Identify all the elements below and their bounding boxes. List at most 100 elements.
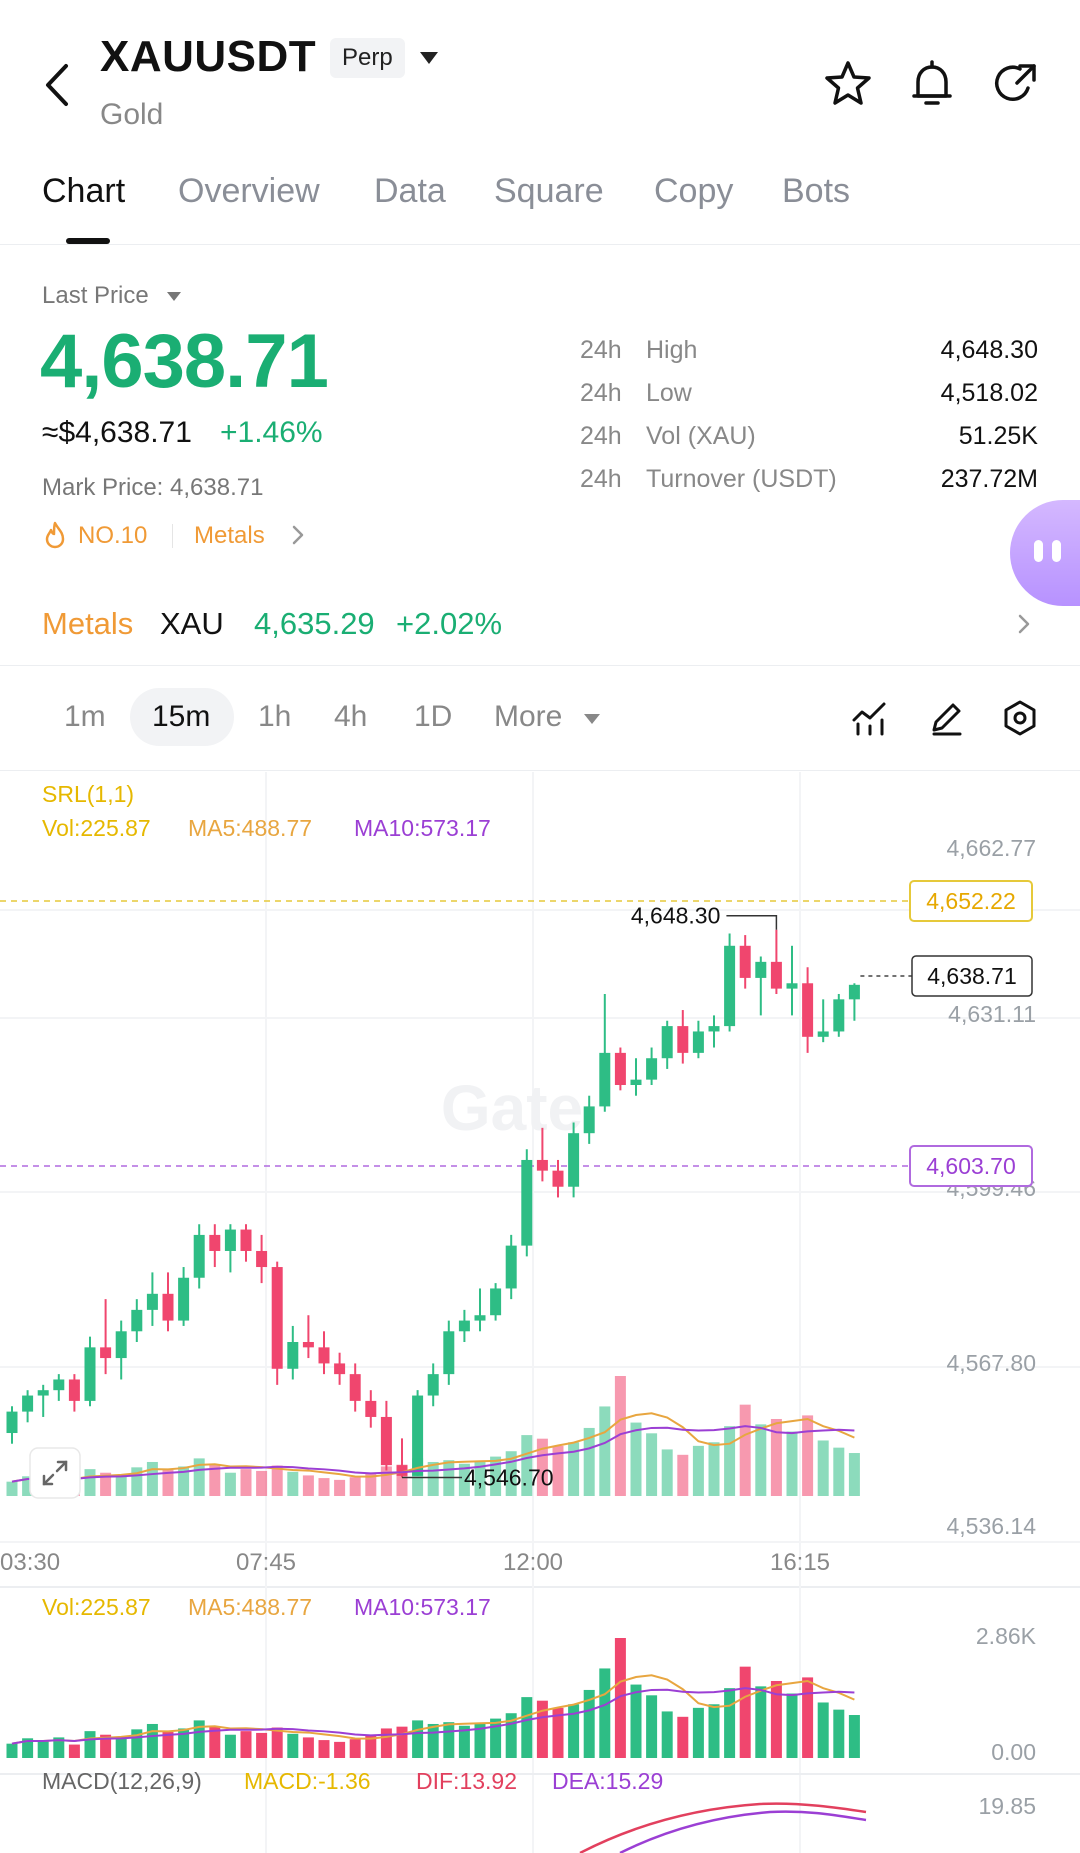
volume-bar <box>100 1734 112 1758</box>
floating-assistant-button[interactable] <box>1010 500 1080 606</box>
low-annotation: 4,546.70 <box>464 1464 554 1490</box>
volume-bar <box>178 1728 190 1758</box>
candle-body <box>848 984 860 1000</box>
volume-bar <box>68 1744 80 1758</box>
more-dropdown-icon[interactable] <box>584 714 600 724</box>
volume-bar <box>817 1702 829 1758</box>
chevron-right-icon[interactable] <box>290 522 306 548</box>
rank-badge[interactable]: NO.10 <box>78 522 148 549</box>
tab-chart[interactable]: Chart <box>42 172 126 210</box>
yellow-price-tag-text: 4,652.22 <box>926 888 1016 914</box>
tab-bots[interactable]: Bots <box>782 172 851 210</box>
interval-15m[interactable]: 15m <box>152 700 211 733</box>
candle-body <box>536 1159 548 1171</box>
volume-bar <box>256 1732 268 1758</box>
volume-bar <box>302 1737 314 1758</box>
candle-body <box>193 1234 205 1278</box>
indicator-icon[interactable] <box>850 698 890 738</box>
interval-1h[interactable]: 1h <box>258 700 292 733</box>
volume-bar <box>755 1686 767 1758</box>
candlestick-chart[interactable]: Gate SRL(1,1) Vol:225.87 MA5:488.77 MA10… <box>0 772 1080 1853</box>
expand-icon[interactable] <box>42 1460 68 1486</box>
price-type-dropdown-icon[interactable] <box>167 292 181 301</box>
candle-body <box>412 1395 424 1476</box>
chart-grid <box>0 772 1080 1853</box>
share-icon[interactable] <box>990 58 1042 110</box>
candle-body <box>178 1277 190 1321</box>
mark-price: Mark Price: 4,638.71 <box>42 474 264 501</box>
volume-bar <box>240 1469 252 1496</box>
candle-body <box>6 1411 18 1434</box>
candle-body <box>334 1363 346 1375</box>
y-tick: 4,662.77 <box>946 835 1036 861</box>
candle-body <box>209 1234 221 1251</box>
contract-type-badge[interactable]: Perp <box>330 38 405 78</box>
volume-bar <box>817 1440 829 1496</box>
last-price-label[interactable]: Last Price <box>42 282 149 309</box>
volume-bar <box>115 1474 127 1496</box>
ma5-legend: MA5:488.77 <box>188 815 312 841</box>
category-link[interactable]: Metals <box>194 522 265 549</box>
contract-dropdown-icon[interactable] <box>420 52 438 64</box>
settings-hexagon-icon[interactable] <box>1000 698 1040 738</box>
candle-body <box>724 945 736 1027</box>
interval-1m[interactable]: 1m <box>64 700 106 733</box>
back-arrow-icon[interactable] <box>38 60 78 110</box>
purple-price-tag <box>909 1145 1033 1187</box>
volume-bar <box>848 1453 860 1496</box>
candle-body <box>68 1379 80 1401</box>
volume-bar <box>770 1418 782 1496</box>
tab-data[interactable]: Data <box>374 172 446 210</box>
volume-bar <box>802 1415 814 1496</box>
candle-body <box>505 1245 517 1289</box>
candle-body <box>490 1288 502 1316</box>
candle-body <box>739 945 751 978</box>
star-icon[interactable] <box>822 58 874 110</box>
bell-icon[interactable] <box>906 58 958 110</box>
volume-bar <box>380 1466 392 1496</box>
expand-chart-button[interactable] <box>29 1447 81 1499</box>
candle-body <box>365 1400 377 1417</box>
macd-y-tick: 19.85 <box>978 1793 1036 1819</box>
metals-row-symbol[interactable]: XAU <box>160 606 224 641</box>
volume-bar <box>505 1713 517 1758</box>
tab-overview[interactable]: Overview <box>178 172 320 210</box>
draw-pencil-icon[interactable] <box>926 698 966 738</box>
candle-body <box>287 1341 299 1369</box>
volume-bar <box>755 1424 767 1496</box>
vol-legend: Vol:225.87 <box>42 1594 151 1620</box>
divider <box>0 770 1080 771</box>
metals-row-label[interactable]: Metals <box>42 606 134 641</box>
volume-bar <box>724 1426 736 1496</box>
candle-body <box>146 1293 158 1310</box>
metals-row-change: +2.02% <box>396 606 503 641</box>
active-tab-indicator <box>66 238 110 244</box>
candle-body <box>224 1229 236 1251</box>
interval-4h[interactable]: 4h <box>334 700 368 733</box>
chevron-right-icon[interactable] <box>1016 610 1032 638</box>
candle-body <box>770 961 782 989</box>
volume-y-tick: 2.86K <box>976 1623 1037 1649</box>
ma10-line <box>11 1687 855 1745</box>
volume-bar <box>412 1720 424 1758</box>
interval-1d[interactable]: 1D <box>414 700 453 733</box>
volume-bar <box>318 1478 330 1496</box>
current-price-tag[interactable] <box>911 955 1033 997</box>
last-price-value: 4,638.71 <box>40 319 329 404</box>
tab-copy[interactable]: Copy <box>654 172 734 210</box>
dea-value: DEA:15.29 <box>552 1768 663 1794</box>
volume-bar <box>614 1638 626 1758</box>
interval-more[interactable]: More <box>494 700 563 733</box>
volume-bar <box>833 1447 845 1496</box>
volume-bar <box>739 1666 751 1758</box>
yellow-price-tag <box>909 880 1033 922</box>
ma10-legend: MA10:573.17 <box>354 1594 491 1620</box>
volume-bar <box>115 1736 127 1758</box>
candle-body <box>100 1347 112 1359</box>
x-tick: 03:30 <box>0 1549 60 1576</box>
volume-bar <box>365 1734 377 1758</box>
volume-bar <box>646 1433 658 1496</box>
tab-square[interactable]: Square <box>494 172 604 210</box>
volume-bar <box>443 1722 455 1758</box>
volume-bar <box>521 1697 533 1758</box>
